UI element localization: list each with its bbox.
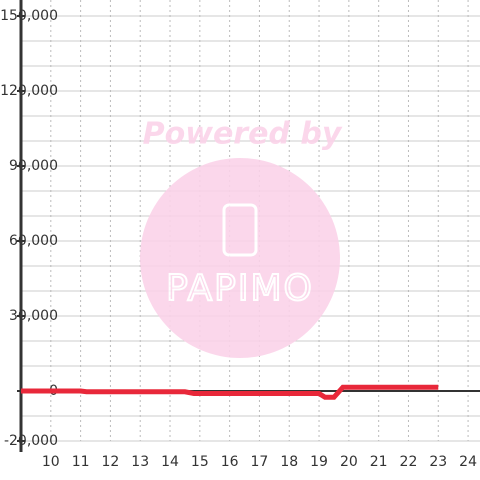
- y-tick-label: 150,000: [0, 8, 58, 24]
- x-tick-label: 14: [161, 454, 179, 470]
- y-tick-label: 60,000: [9, 233, 58, 249]
- x-tick-label: 10: [42, 454, 60, 470]
- x-tick-label: 23: [429, 454, 447, 470]
- watermark-text: Powered by: [143, 117, 343, 152]
- watermark-logo: PAPIMO: [166, 268, 314, 309]
- line: [21, 384, 439, 400]
- x-tick-label: 20: [340, 454, 358, 470]
- y-tick-label: 120,000: [0, 83, 58, 99]
- x-tick-label: 13: [131, 454, 149, 470]
- x-tick-label: 21: [370, 454, 388, 470]
- x-tick-label: 19: [310, 454, 328, 470]
- x-tick-label: 11: [72, 454, 90, 470]
- x-tick-label: 22: [400, 454, 418, 470]
- y-tick-label: -20,000: [4, 433, 58, 449]
- x-tick-label: 17: [251, 454, 269, 470]
- x-tick-label: 18: [280, 454, 298, 470]
- watermark-circle: [140, 158, 340, 358]
- watermark: Powered by PAPIMO: [140, 117, 343, 358]
- x-tick-label: 24: [459, 454, 477, 470]
- x-tick-label: 16: [221, 454, 239, 470]
- x-tick-label: 12: [102, 454, 120, 470]
- y-tick-label: 90,000: [9, 158, 58, 174]
- y-tick-label: 30,000: [9, 308, 58, 324]
- x-tick-label: 15: [191, 454, 209, 470]
- watermark-icon: [222, 203, 258, 257]
